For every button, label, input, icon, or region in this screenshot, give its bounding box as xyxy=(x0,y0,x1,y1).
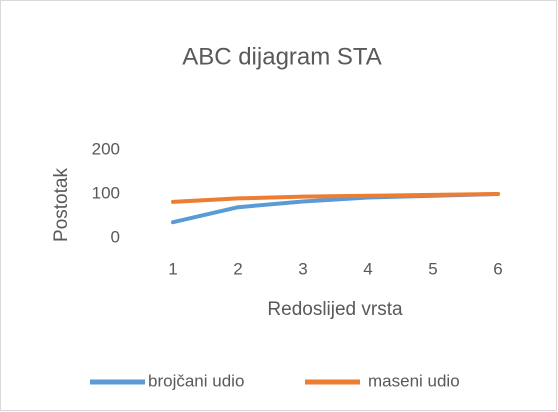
x-tick-label: 3 xyxy=(298,259,307,278)
y-tick-label: 0 xyxy=(111,227,120,246)
y-tick-label: 100 xyxy=(92,183,120,202)
x-axis-label: Redoslijed vrsta xyxy=(267,299,403,320)
legend-label: maseni udio xyxy=(368,371,460,390)
x-tick-label: 2 xyxy=(233,259,242,278)
y-axis-label: Postotak xyxy=(51,168,72,242)
series-line xyxy=(171,192,500,204)
x-tick-label: 6 xyxy=(493,259,502,278)
y-tick-label: 200 xyxy=(92,139,120,158)
x-tick-label: 1 xyxy=(168,259,177,278)
legend-label: brojčani udio xyxy=(148,371,244,390)
x-tick-label: 5 xyxy=(428,259,437,278)
chart-title: ABC dijagram STA xyxy=(182,43,382,70)
x-tick-label: 4 xyxy=(363,259,372,278)
